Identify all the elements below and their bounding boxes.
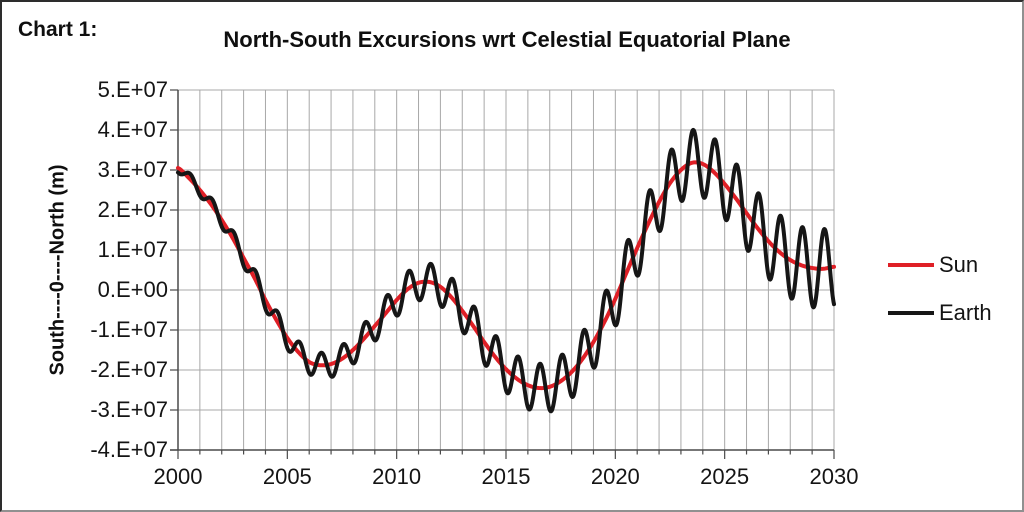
y-tick-label: 3.E+07 <box>97 157 168 182</box>
x-tick-label: 2000 <box>153 464 203 489</box>
x-tick-label: 2020 <box>590 464 640 489</box>
legend-label: Sun <box>939 252 979 277</box>
chart-title: North-South Excursions wrt Celestial Equ… <box>223 27 791 52</box>
y-tick-label: -1.E+07 <box>90 317 168 342</box>
x-tick-label: 2015 <box>481 464 531 489</box>
earth-line <box>176 127 836 414</box>
y-tick-label: -4.E+07 <box>90 437 168 462</box>
legend-line-swatch <box>888 263 934 267</box>
x-tick-label: 2030 <box>809 464 859 489</box>
legend-label: Earth <box>939 300 992 325</box>
y-tick-label: 1.E+07 <box>97 237 168 262</box>
chart-number-label: Chart 1: <box>18 18 98 41</box>
legend: Sun Earth <box>888 252 992 326</box>
y-tick-label: 0.E+00 <box>97 277 168 302</box>
legend-item-sun: Sun <box>888 252 992 278</box>
y-tick-label: 4.E+07 <box>97 117 168 142</box>
y-tick-label: -3.E+07 <box>90 397 168 422</box>
legend-line-swatch <box>888 311 934 315</box>
y-tick-label: 2.E+07 <box>97 197 168 222</box>
x-tick-label: 2010 <box>372 464 422 489</box>
y-tick-label: 5.E+07 <box>97 77 168 102</box>
sun-line <box>176 160 836 391</box>
x-tick-label: 2005 <box>262 464 312 489</box>
legend-item-earth: Earth <box>888 300 992 326</box>
x-tick-label: 2025 <box>700 464 750 489</box>
y-tick-label: -2.E+07 <box>90 357 168 382</box>
